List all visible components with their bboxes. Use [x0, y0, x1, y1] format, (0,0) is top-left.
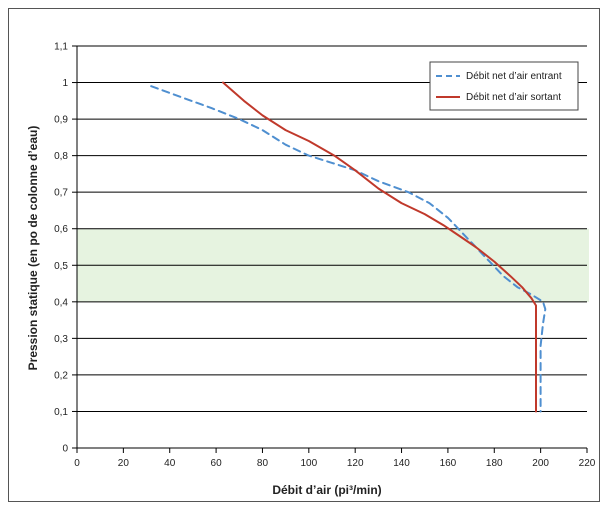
- y-axis-label: Pression statique (en po de colonne d’ea…: [26, 126, 40, 371]
- y-tick-label: 0,2: [54, 370, 68, 381]
- x-tick-label: 100: [300, 458, 317, 469]
- x-tick-label: 0: [74, 458, 80, 469]
- series-line-sortant: [222, 81, 537, 413]
- x-tick-label: 160: [440, 458, 457, 469]
- legend-label-sortant: Débit net d’air sortant: [466, 92, 561, 103]
- x-tick-label: 40: [164, 458, 176, 469]
- y-tick-label: 0,4: [54, 297, 68, 308]
- y-tick-label: 0: [62, 444, 68, 455]
- x-axis-label: Débit d’air (pi³/min): [272, 483, 381, 497]
- legend-label-entrant: Débit net d’air entrant: [466, 71, 562, 82]
- y-tick-label: 0,1: [54, 407, 68, 418]
- gridlines: [77, 45, 587, 412]
- x-tick-label: 140: [393, 458, 410, 469]
- y-tick-label: 0,5: [54, 261, 68, 272]
- x-tick-label: 200: [532, 458, 549, 469]
- series-lines: [150, 81, 547, 413]
- y-tick-label: 0,3: [54, 334, 68, 345]
- x-tick-label: 20: [118, 458, 130, 469]
- y-tick-label: 1: [62, 78, 68, 89]
- tick-labels: 0 0,1 0,2 0,3 0,4 0,5 0,6 0,7 0,8 0,9 1 1,1 0 20 40 60 8…: [54, 42, 596, 470]
- y-tick-label: 0,8: [54, 151, 68, 162]
- x-tick-label: 120: [347, 458, 364, 469]
- x-tick-label: 60: [211, 458, 223, 469]
- y-tick-label: 0,9: [54, 115, 68, 126]
- x-tick-label: 80: [257, 458, 269, 469]
- y-tick-label: 1,1: [54, 42, 68, 53]
- x-tick-label: 220: [579, 458, 596, 469]
- y-tick-label: 0,7: [54, 188, 68, 199]
- axes: [72, 45, 588, 453]
- legend: Débit net d’air entrant Débit net d’air …: [429, 61, 579, 111]
- series-line-entrant: [150, 85, 547, 413]
- x-tick-label: 180: [486, 458, 503, 469]
- y-tick-label: 0,6: [54, 224, 68, 235]
- legend-box: [429, 61, 579, 111]
